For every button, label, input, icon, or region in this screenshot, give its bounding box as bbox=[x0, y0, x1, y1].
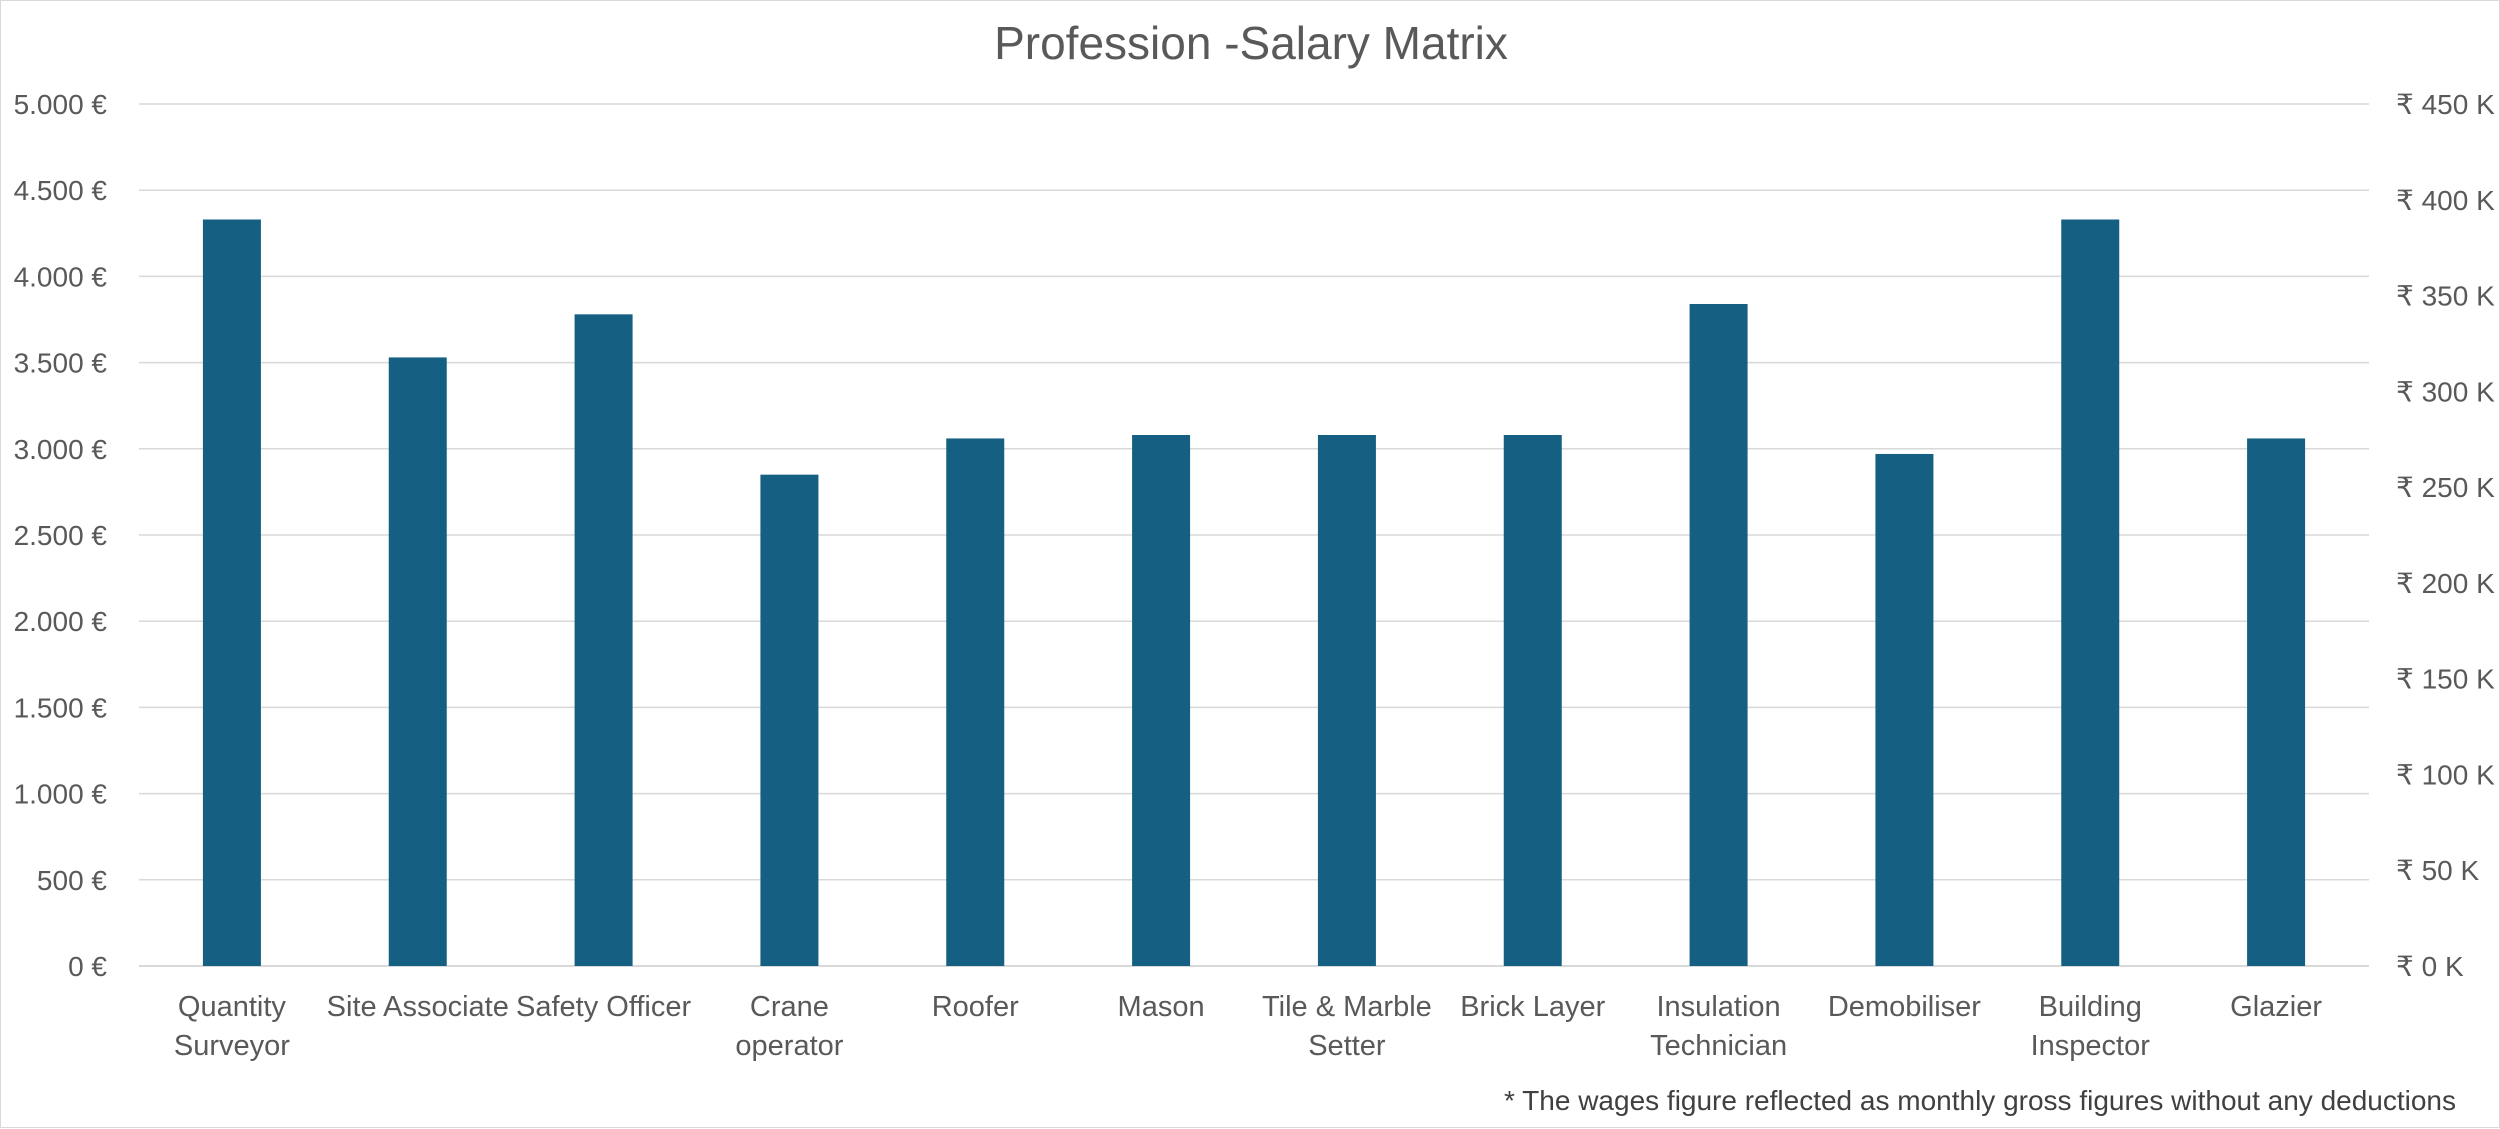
y-right-tick-label: ₹ 350 K bbox=[2396, 281, 2495, 312]
x-category-label: Brick Layer bbox=[1460, 991, 1605, 1023]
y-left-tick-label: 2.000 € bbox=[14, 606, 108, 637]
bar bbox=[946, 438, 1005, 966]
y-left-tick-label: 500 € bbox=[37, 865, 107, 896]
y-left-tick-label: 1.500 € bbox=[14, 692, 108, 723]
x-category-label: Safety Officer bbox=[516, 991, 691, 1023]
x-category-label: Mason bbox=[1118, 991, 1205, 1023]
x-category-label: Quantity Surveyor bbox=[174, 991, 290, 1062]
bar bbox=[1132, 435, 1191, 966]
y-left-tick-label: 1.000 € bbox=[14, 779, 108, 810]
y-right-tick-label: ₹ 400 K bbox=[2396, 185, 2495, 216]
x-category-label: Insulation Technician bbox=[1650, 991, 1787, 1062]
y-right-tick-label: ₹ 250 K bbox=[2396, 472, 2495, 503]
y-right-tick-label: ₹ 450 K bbox=[2396, 89, 2495, 120]
bar bbox=[1317, 435, 1376, 966]
y-left-tick-label: 4.500 € bbox=[14, 175, 108, 206]
y-left-tick-label: 4.000 € bbox=[14, 261, 108, 292]
x-category-label: Glazier bbox=[2230, 991, 2322, 1023]
bars bbox=[202, 219, 2306, 967]
footnote-annotation: * The wages figure reflected as monthly … bbox=[1504, 1085, 2456, 1116]
bar bbox=[1689, 303, 1748, 966]
y-left-tick-label: 3.500 € bbox=[14, 348, 108, 379]
bar bbox=[202, 219, 261, 966]
bar bbox=[760, 474, 819, 966]
y-left-tick-label: 2.500 € bbox=[14, 520, 108, 551]
bar bbox=[2061, 219, 2120, 966]
chart-title: Profession -Salary Matrix bbox=[994, 17, 1508, 69]
y-right-tick-label: ₹ 0 K bbox=[2396, 951, 2464, 982]
bar bbox=[1875, 453, 1934, 966]
x-category-label: Building Inspector bbox=[2031, 991, 2151, 1062]
y-left-tick-label: 3.000 € bbox=[14, 434, 108, 465]
y-right-tick-label: ₹ 50 K bbox=[2396, 855, 2480, 886]
bar bbox=[574, 314, 633, 966]
y-left-tick-label: 5.000 € bbox=[14, 89, 108, 120]
x-category-label: Roofer bbox=[932, 991, 1019, 1023]
bar bbox=[388, 357, 447, 967]
x-category-label: Site Associate bbox=[327, 991, 509, 1023]
bar bbox=[1503, 435, 1562, 966]
y-right-tick-label: ₹ 200 K bbox=[2396, 568, 2495, 599]
x-category-label: Tile & Marble Setter bbox=[1262, 991, 1432, 1062]
y-right-tick-label: ₹ 150 K bbox=[2396, 664, 2495, 695]
y-axis-left-ticks: 0 € 500 € 1.000 € 1.500 € 2.000 € 2.500 € 3.00… bbox=[14, 89, 108, 982]
y-left-tick-label: 0 € bbox=[68, 951, 107, 982]
bar bbox=[2247, 438, 2306, 966]
y-right-tick-label: ₹ 300 K bbox=[2396, 376, 2495, 407]
x-category-label: Crane operator bbox=[735, 991, 843, 1062]
x-axis-category-labels: Quantity Surveyor Site Associate Safety Off… bbox=[174, 991, 2322, 1062]
y-axis-right-ticks: ₹ 0 K ₹ 50 K ₹ 100 K ₹ 150 K ₹ 200 K ₹ 250 K ₹… bbox=[2396, 89, 2495, 982]
gridlines bbox=[139, 103, 2369, 967]
y-right-tick-label: ₹ 100 K bbox=[2396, 759, 2495, 790]
x-category-label: Demobiliser bbox=[1828, 991, 1981, 1023]
